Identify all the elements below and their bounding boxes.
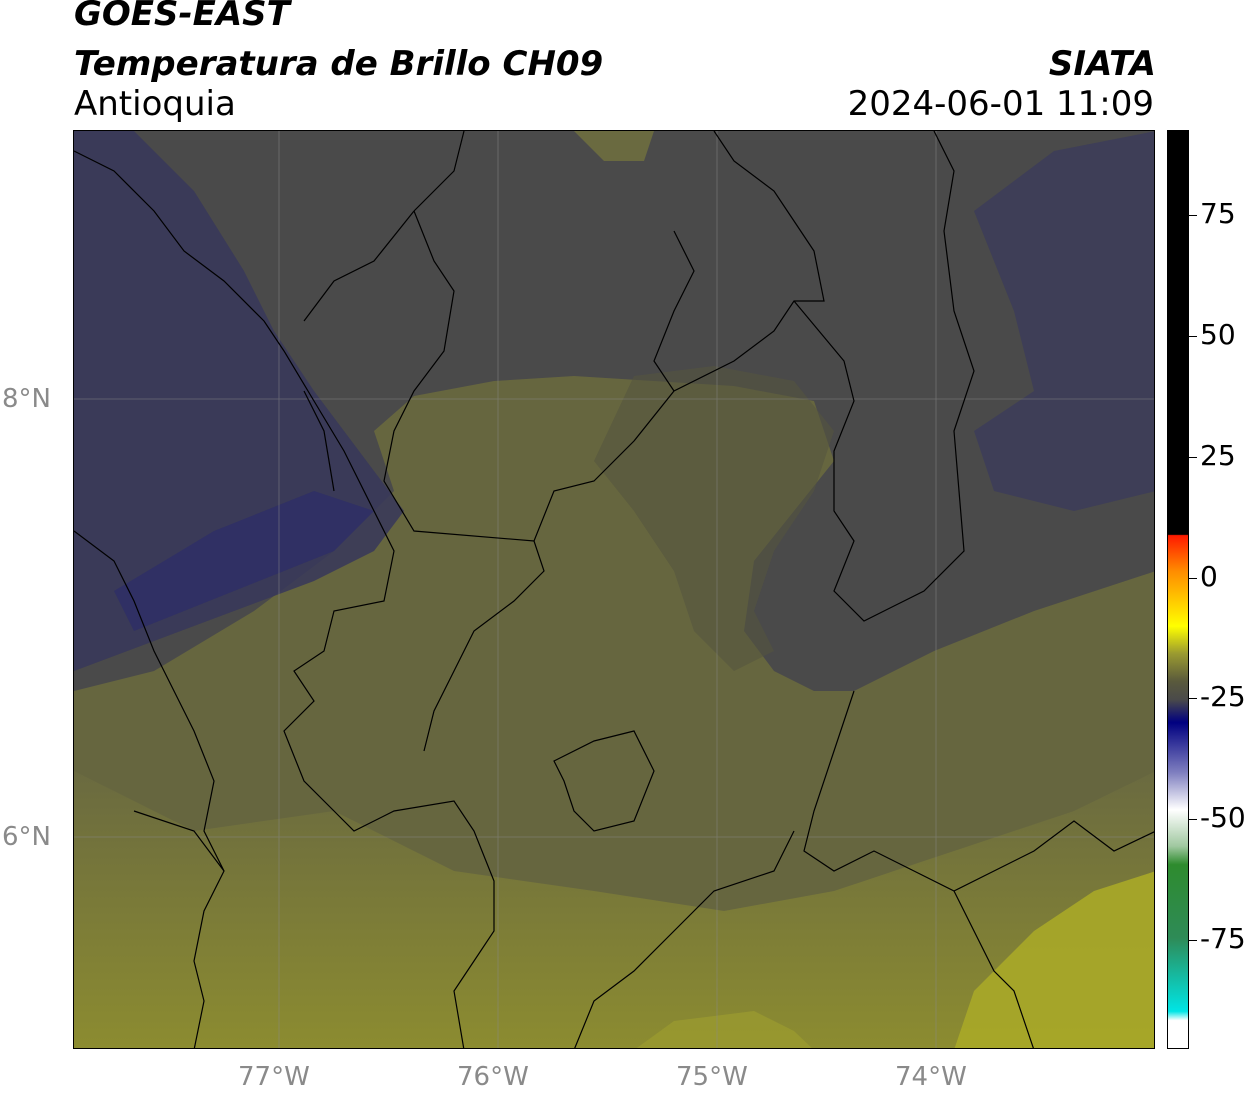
brightness-temperature-map [73,130,1155,1049]
lon-label-74w: 74°W [895,1062,967,1092]
cold-cloud-band [114,491,374,631]
colorbar-tick-minus25: -25 [1200,680,1246,713]
colorbar-tick-mark [1189,215,1197,216]
graticule [74,131,1154,1048]
north-olive-patch [574,131,654,161]
warm-southeast-patch [954,871,1154,1048]
lon-label-75w: 75°W [676,1062,748,1092]
colorbar-tick-mark [1189,578,1197,579]
lon-label-77w: 77°W [238,1062,310,1092]
center-gray-band [594,366,834,671]
temperature-colorbar [1167,130,1189,1049]
colorbar-tick-minus50: -50 [1200,801,1246,834]
colorbar-tick-mark [1189,457,1197,458]
boundaries [74,131,1154,1048]
colorbar-tick-50: 50 [1200,318,1236,351]
colorbar-tick-mark [1189,698,1197,699]
cold-cloud-northeast [974,131,1154,511]
satellite-title: GOES-EAST [74,0,290,34]
lon-label-76w: 76°W [457,1062,529,1092]
datetime-label: 2024-06-01 11:09 [847,84,1154,124]
colorbar-tick-mark [1189,940,1197,941]
warm-southern-field [74,771,1154,1048]
colorbar-tick-75: 75 [1200,197,1236,230]
lat-label-6n: 6°N [2,822,51,852]
warm-south-patch [636,1011,812,1048]
lat-label-8n: 8°N [2,384,51,414]
colorbar-tick-25: 25 [1200,439,1236,472]
colorbar-tick-minus75: -75 [1200,922,1246,955]
colorbar-gradient [1168,131,1188,1048]
colorbar-tick-mark [1189,819,1197,820]
colorbar-tick-mark [1189,336,1197,337]
product-title: Temperatura de Brillo CH09 [74,44,604,84]
colorbar-tick-0: 0 [1200,560,1218,593]
map-canvas [74,131,1154,1048]
region-label: Antioquia [74,84,236,124]
agency-label: SIATA [1048,44,1156,84]
